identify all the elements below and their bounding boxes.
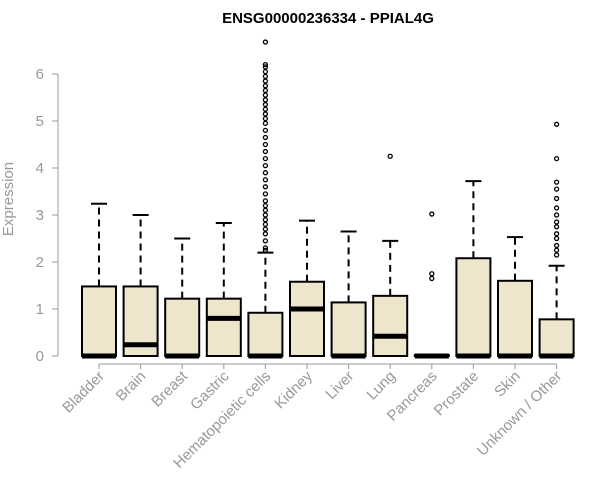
outlier-point — [553, 179, 560, 185]
x-tick-label: Breast — [148, 367, 191, 410]
box-hematopoietic-cells — [247, 39, 284, 359]
outlier-point — [553, 247, 560, 253]
x-tick-label: Bladder — [59, 368, 108, 417]
box-body — [164, 297, 201, 358]
outlier-point — [553, 212, 560, 218]
outlier-point — [262, 78, 269, 84]
outlier-point — [262, 231, 269, 237]
outlier-point — [262, 69, 269, 75]
y-tick-label: 1 — [36, 301, 44, 318]
outlier-point — [262, 116, 269, 122]
box-brain — [122, 214, 159, 357]
outlier-point — [553, 231, 560, 237]
y-tick-label: 0 — [36, 348, 44, 365]
box-skin — [497, 236, 533, 359]
outlier-point — [262, 226, 269, 232]
box-bladder — [81, 202, 117, 359]
outlier-point — [429, 211, 435, 217]
outlier-point — [553, 205, 560, 211]
outlier-point — [262, 141, 269, 148]
outlier-point — [262, 134, 269, 141]
y-axis-label: Expression — [0, 162, 17, 236]
box-body — [330, 301, 367, 358]
box-kidney — [289, 219, 325, 357]
outlier-point — [429, 271, 435, 277]
y-tick-label: 4 — [36, 160, 44, 177]
x-tick-label: Liver — [322, 368, 357, 403]
outlier-point — [262, 155, 269, 162]
y-tick-label: 6 — [36, 66, 44, 83]
outlier-point — [429, 275, 435, 282]
outlier-point — [262, 61, 269, 68]
outlier-point — [262, 101, 269, 108]
outlier-point — [262, 111, 269, 117]
outlier-point — [553, 186, 560, 192]
y-axis: 0 1 2 3 4 5 6 — [36, 66, 59, 365]
outlier-point — [553, 121, 560, 127]
outlier-point — [553, 242, 560, 249]
outlier-point — [262, 245, 269, 251]
box-body — [205, 297, 242, 358]
outlier-point — [262, 170, 269, 176]
box-unknown-other — [538, 121, 575, 359]
outlier-point — [553, 235, 560, 242]
box-breast — [164, 237, 201, 359]
boxes-group — [81, 39, 575, 359]
outlier-point — [553, 224, 560, 230]
x-tick-label: Brain — [113, 368, 150, 405]
outlier-point — [262, 120, 269, 126]
outlier-point — [553, 252, 560, 258]
outlier-point — [262, 64, 269, 70]
outlier-point — [553, 195, 560, 202]
box-lung — [372, 153, 409, 357]
outlier-point — [262, 39, 269, 45]
outlier-point — [262, 198, 269, 204]
box-body — [372, 294, 409, 357]
outlier-point — [262, 83, 269, 89]
y-tick-label: 3 — [36, 207, 44, 224]
x-tick-label: Kidney — [271, 367, 316, 412]
outlier-point — [262, 184, 269, 190]
box-body — [289, 280, 325, 357]
outlier-point — [262, 97, 269, 103]
x-tick-label: Skin — [491, 368, 524, 401]
outlier-point — [262, 202, 269, 209]
outlier-point — [262, 127, 269, 134]
outlier-point — [262, 92, 269, 98]
outlier-point — [262, 247, 269, 253]
outlier-point — [262, 191, 269, 197]
outlier-point — [262, 148, 269, 155]
chart-title: ENSG00000236334 - PPIAL4G — [222, 10, 434, 27]
x-tick-label: Lung — [363, 368, 399, 404]
outlier-point — [262, 87, 269, 94]
box-gastric — [205, 221, 242, 358]
y-tick-label: 2 — [36, 254, 44, 271]
box-body — [247, 311, 284, 358]
box-body — [538, 318, 575, 357]
outlier-point — [387, 153, 393, 159]
box-body — [455, 257, 492, 357]
box-body — [81, 285, 117, 357]
outlier-point — [262, 106, 269, 112]
outlier-point — [553, 155, 560, 162]
outlier-point — [262, 221, 269, 228]
outlier-point — [262, 207, 269, 213]
box-liver — [330, 230, 367, 359]
outlier-point — [262, 238, 269, 244]
box-prostate — [455, 180, 492, 359]
outlier-point — [262, 162, 269, 169]
outlier-point — [262, 73, 269, 79]
x-tick-label: Prostate — [431, 368, 483, 420]
box-pancreas — [413, 211, 450, 359]
outlier-point — [262, 177, 269, 183]
box-body — [497, 279, 533, 357]
outlier-point — [262, 217, 269, 223]
outlier-point — [553, 219, 560, 225]
y-tick-label: 5 — [36, 113, 44, 130]
outlier-point — [262, 212, 269, 218]
